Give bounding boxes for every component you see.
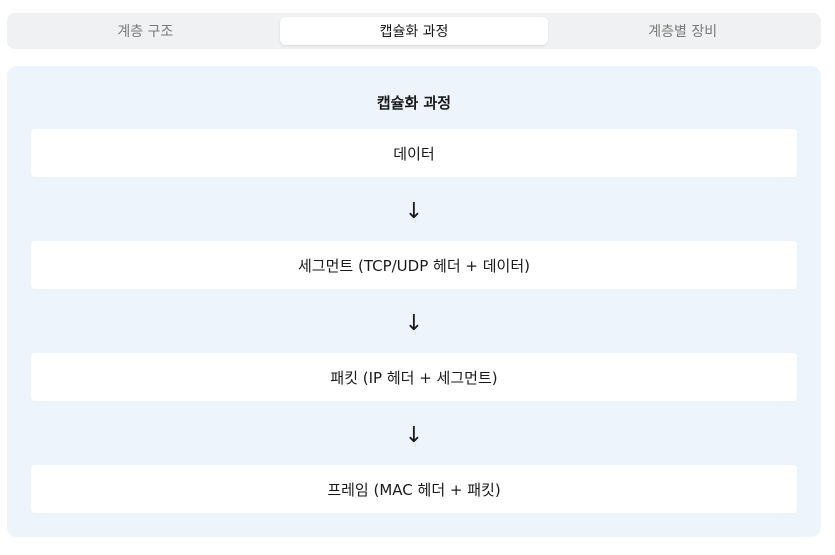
step-frame: 프레임 (MAC 헤더 + 패킷): [31, 465, 797, 513]
tab-layer-structure[interactable]: 계층 구조: [117, 24, 174, 40]
step-segment: 세그먼트 (TCP/UDP 헤더 + 데이터): [31, 241, 797, 289]
panel-title: 캡슐화 과정: [376, 94, 452, 112]
down-arrow-icon: ↓: [404, 311, 424, 336]
tab-bar: 계층 구조 캡슐화 과정 계층별 장비: [7, 13, 821, 49]
step-packet: 패킷 (IP 헤더 + 세그먼트): [31, 353, 797, 401]
encapsulation-panel: 캡슐화 과정 데이터 ↓ 세그먼트 (TCP/UDP 헤더 + 데이터) ↓ 패…: [7, 66, 821, 537]
step-data: 데이터: [31, 129, 797, 177]
tab-encapsulation-process[interactable]: 캡슐화 과정: [279, 17, 549, 45]
down-arrow-icon: ↓: [404, 423, 424, 448]
down-arrow-icon: ↓: [404, 199, 424, 224]
tab-layer-devices[interactable]: 계층별 장비: [648, 24, 718, 40]
